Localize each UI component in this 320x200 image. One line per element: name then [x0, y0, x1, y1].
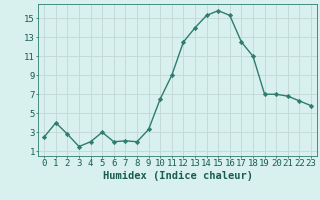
X-axis label: Humidex (Indice chaleur): Humidex (Indice chaleur)	[103, 171, 252, 181]
